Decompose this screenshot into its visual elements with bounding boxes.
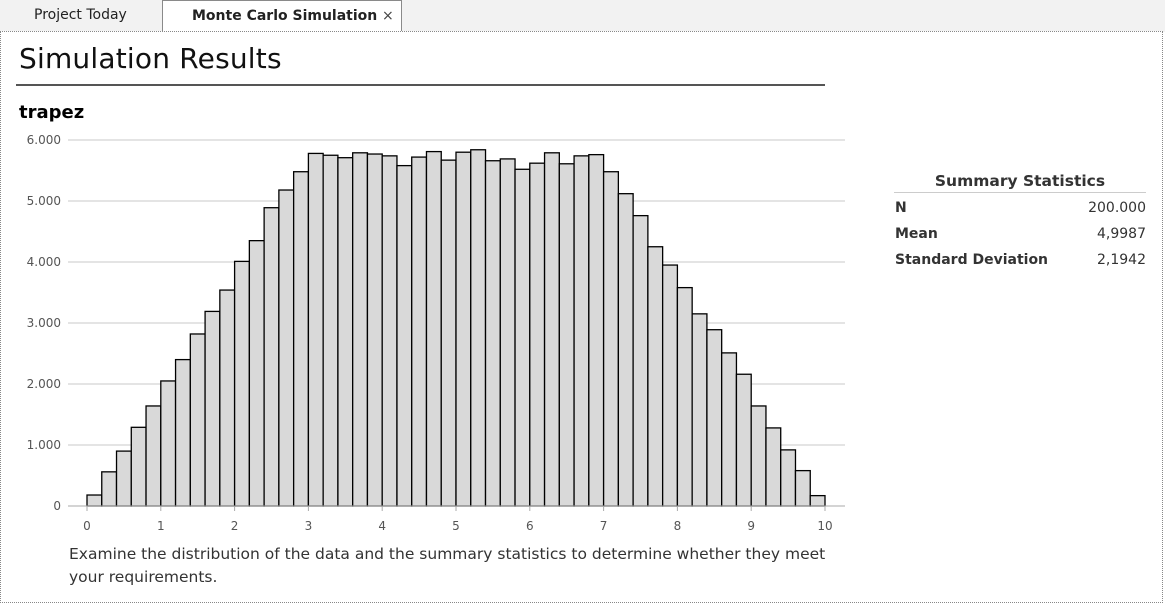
histogram-bar bbox=[574, 156, 589, 506]
x-tick-label: 0 bbox=[83, 519, 91, 533]
x-tick-label: 8 bbox=[674, 519, 682, 533]
stat-row-mean: Mean 4,9987 bbox=[894, 219, 1146, 245]
histogram-bar bbox=[589, 155, 604, 506]
x-tick-label: 9 bbox=[747, 519, 755, 533]
y-tick-label: 4.000 bbox=[27, 255, 61, 269]
y-tick-label: 0 bbox=[53, 499, 61, 513]
x-tick-label: 10 bbox=[817, 519, 832, 533]
histogram-bar bbox=[190, 334, 205, 506]
y-tick-label: 2.000 bbox=[27, 377, 61, 391]
stat-value: 4,9987 bbox=[1097, 226, 1146, 242]
histogram-bar bbox=[486, 161, 501, 506]
histogram-chart: 0 1.000 2.000 3.000 4.000 5.000 6.000 0 1 2 3 4 5 6 7 8… bbox=[0, 128, 860, 540]
histogram-bar bbox=[308, 153, 323, 506]
stat-label: Mean bbox=[895, 226, 938, 242]
histogram-bar bbox=[692, 314, 707, 506]
histogram-bar bbox=[176, 360, 191, 506]
histogram-bar bbox=[751, 406, 766, 506]
page-title: Simulation Results bbox=[19, 42, 282, 75]
histogram-bar bbox=[471, 150, 486, 506]
histogram-bar bbox=[235, 261, 250, 506]
histogram-bar bbox=[795, 471, 810, 506]
histogram-bar bbox=[353, 153, 368, 506]
stat-label: N bbox=[895, 200, 907, 216]
y-tick-label: 1.000 bbox=[27, 438, 61, 452]
histogram-bar bbox=[294, 172, 309, 506]
tab-label: Project Today bbox=[34, 7, 127, 23]
tab-project-today[interactable]: Project Today bbox=[0, 0, 162, 31]
histogram-bar bbox=[810, 496, 825, 506]
y-tick-label: 6.000 bbox=[27, 133, 61, 147]
x-tick-label: 3 bbox=[305, 519, 313, 533]
histogram-bar bbox=[146, 406, 161, 506]
histogram-bar bbox=[161, 381, 176, 506]
histogram-bar bbox=[264, 208, 279, 506]
histogram-bar bbox=[648, 247, 663, 506]
histogram-bar bbox=[663, 265, 678, 506]
histogram-bar bbox=[117, 451, 132, 506]
title-divider bbox=[16, 84, 825, 86]
histogram-bar bbox=[545, 153, 560, 506]
histogram-bar bbox=[604, 172, 619, 506]
histogram-bar bbox=[382, 156, 397, 506]
histogram-bar bbox=[722, 353, 737, 506]
histogram-bar bbox=[323, 155, 338, 506]
histogram-bar bbox=[367, 154, 382, 506]
histogram-bar bbox=[131, 427, 146, 506]
tab-bar: Project Today Monte Carlo Simulation × bbox=[0, 0, 1165, 32]
tab-monte-carlo-simulation[interactable]: Monte Carlo Simulation × bbox=[162, 0, 402, 32]
histogram-bar bbox=[500, 159, 515, 506]
summary-statistics-table: Summary Statistics N 200.000 Mean 4,9987… bbox=[894, 172, 1146, 271]
x-tick-label: 5 bbox=[452, 519, 460, 533]
stat-label: Standard Deviation bbox=[895, 252, 1048, 268]
histogram-bar bbox=[412, 157, 427, 506]
stat-row-n: N 200.000 bbox=[894, 193, 1146, 219]
close-icon[interactable]: × bbox=[382, 1, 394, 32]
histogram-bar bbox=[766, 428, 781, 506]
x-tick-label: 4 bbox=[378, 519, 386, 533]
histogram-bar bbox=[279, 190, 294, 506]
histogram-bar bbox=[736, 374, 751, 506]
x-tick-label: 1 bbox=[157, 519, 165, 533]
histogram-bar bbox=[220, 290, 235, 506]
histogram-bar bbox=[633, 216, 648, 506]
x-tick-label: 7 bbox=[600, 519, 608, 533]
histogram-bar bbox=[618, 194, 633, 506]
histogram-bar bbox=[426, 152, 441, 506]
stat-value: 2,1942 bbox=[1097, 252, 1146, 268]
tab-label: Monte Carlo Simulation bbox=[192, 8, 377, 24]
histogram-bar bbox=[87, 495, 102, 506]
histogram-bar bbox=[397, 166, 412, 506]
histogram-bar bbox=[677, 288, 692, 506]
chart-title: trapez bbox=[19, 102, 84, 123]
summary-statistics-title: Summary Statistics bbox=[894, 172, 1146, 193]
y-tick-label: 5.000 bbox=[27, 194, 61, 208]
y-tick-label: 3.000 bbox=[27, 316, 61, 330]
histogram-bar bbox=[456, 152, 471, 506]
histogram-bar bbox=[441, 160, 456, 506]
stat-value: 200.000 bbox=[1088, 200, 1146, 216]
histogram-bar bbox=[530, 163, 545, 506]
histogram-bar bbox=[559, 164, 574, 506]
x-tick-label: 2 bbox=[231, 519, 239, 533]
histogram-bar bbox=[515, 169, 530, 506]
x-tick-label: 6 bbox=[526, 519, 534, 533]
histogram-bar bbox=[205, 311, 220, 506]
stat-row-standard-deviation: Standard Deviation 2,1942 bbox=[894, 245, 1146, 271]
histogram-bar bbox=[249, 241, 264, 506]
histogram-bar bbox=[102, 472, 117, 506]
histogram-bar bbox=[707, 330, 722, 506]
histogram-bar bbox=[781, 450, 796, 506]
histogram-bar bbox=[338, 158, 353, 506]
instruction-text: Examine the distribution of the data and… bbox=[69, 543, 849, 589]
